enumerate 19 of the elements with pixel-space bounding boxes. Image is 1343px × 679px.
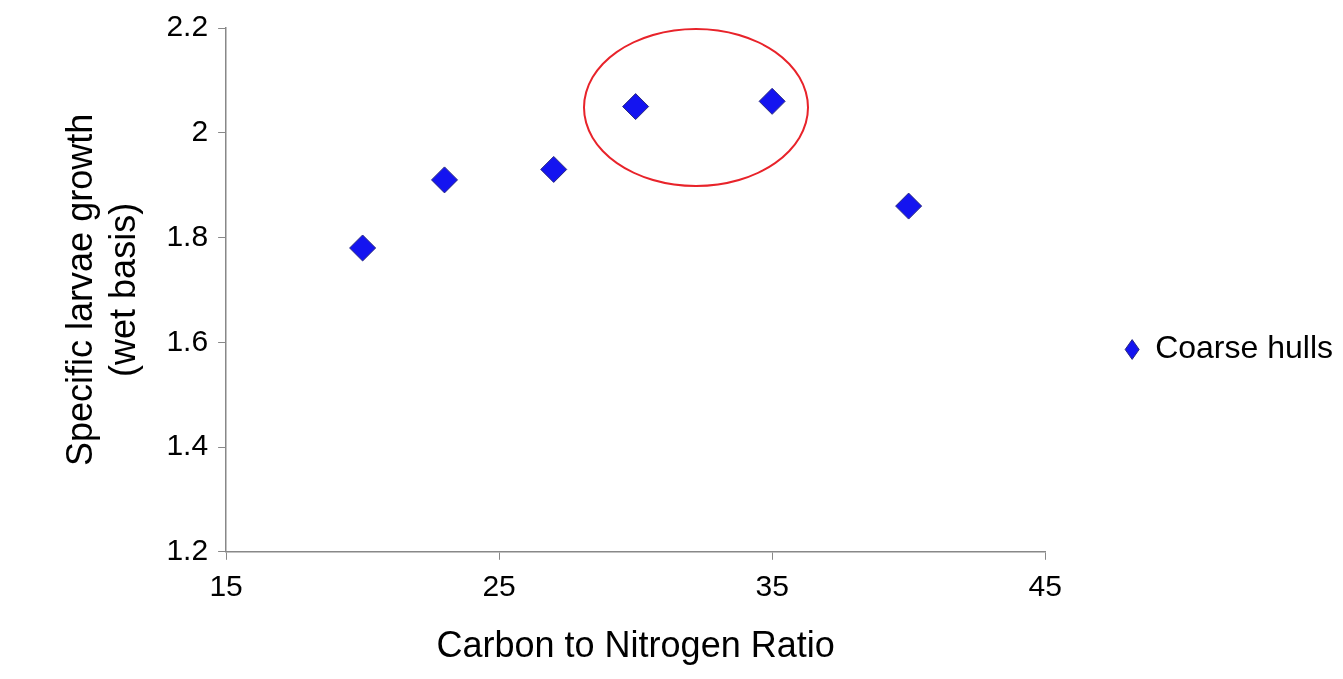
y-axis-title: Specific larvae growth (wet basis) bbox=[58, 113, 143, 466]
x-tick-label: 45 bbox=[1028, 569, 1062, 603]
x-axis-title: Carbon to Nitrogen Ratio bbox=[436, 624, 835, 666]
x-tick-label: 35 bbox=[755, 569, 789, 603]
y-tick-label: 2.2 bbox=[166, 9, 209, 43]
y-tick-label: 1.4 bbox=[166, 428, 209, 462]
y-tick-label: 1.8 bbox=[166, 218, 209, 252]
legend-label: Coarse hulls bbox=[1155, 329, 1333, 366]
y-tick-label: 1.6 bbox=[166, 323, 209, 357]
point bbox=[431, 166, 459, 194]
x-tick-label: 15 bbox=[209, 569, 243, 603]
point bbox=[895, 192, 923, 220]
point bbox=[349, 234, 377, 262]
point bbox=[622, 93, 650, 121]
point bbox=[540, 155, 568, 183]
x-tick-label: 25 bbox=[482, 569, 516, 603]
y-tick-label: 1.2 bbox=[166, 533, 209, 567]
y-tick-label: 2 bbox=[191, 114, 209, 148]
point bbox=[758, 87, 786, 115]
